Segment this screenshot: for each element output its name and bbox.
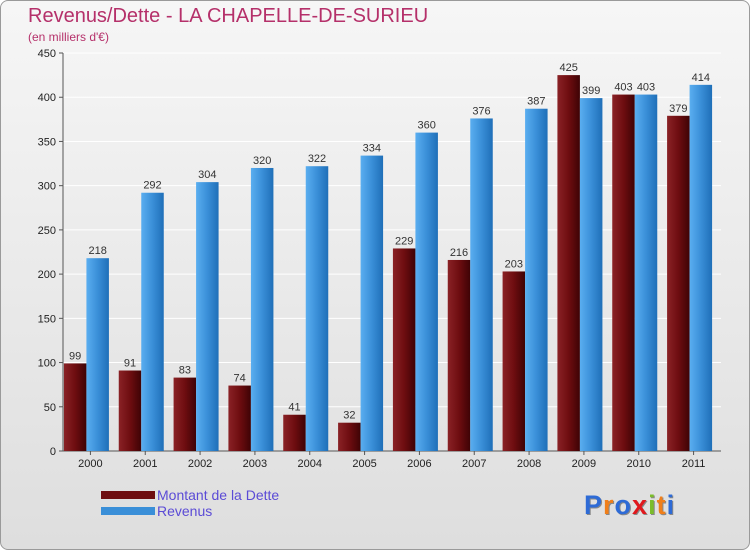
y-tick-label: 100 [38,358,56,370]
bar-revenus-2005 [360,155,384,451]
x-tick-label: 2005 [352,458,376,470]
y-tick-label: 0 [50,446,56,458]
chart-subtitle: (en milliers d'€) [28,30,109,44]
bar-dette-2008 [502,271,526,451]
x-tick-label: 2000 [78,458,102,470]
y-tick-label: 400 [38,92,56,104]
value-label-dette-2004: 41 [288,402,300,414]
value-label-dette-2000: 99 [69,350,81,362]
value-label-dette-2010: 403 [614,82,632,94]
bar-revenus-2002 [196,182,219,451]
y-tick-label: 150 [38,313,56,325]
value-labels: 99 218 91 292 83 304 74 320 41 322 32 334 229 360 216 3… [69,62,710,422]
grid-lines [63,52,721,452]
proxiti-logo: Proxiti [584,490,676,520]
value-label-revenus-2000: 218 [88,245,106,257]
x-tick-label: 2011 [682,458,706,470]
legend-item-revenus: Revenus [101,503,401,520]
bar-dette-2009 [557,75,580,451]
bar-revenus-2004 [305,166,329,451]
value-label-revenus-2002: 304 [198,169,216,181]
value-label-revenus-2003: 320 [253,155,271,167]
bar-revenus-2007 [470,118,493,452]
value-label-dette-2011: 379 [669,103,687,115]
value-label-dette-2006: 229 [395,235,413,247]
legend-swatch-revenus [101,507,155,515]
value-label-revenus-2007: 376 [472,105,490,117]
y-tick-label: 350 [38,136,56,148]
bar-revenus-2001 [141,192,164,451]
value-label-revenus-2009: 399 [582,85,600,97]
value-label-dette-2007: 216 [450,247,468,259]
y-tick-label: 200 [38,269,56,281]
bar-dette-2004 [283,414,306,451]
bar-dette-2002 [173,377,197,451]
legend-item-dette: Montant de la Dette [101,487,401,504]
bar-dette-2011 [667,115,690,451]
y-tick-label: 50 [44,402,56,414]
bar-revenus-2010 [634,94,658,452]
bar-dette-2000 [63,363,87,451]
legend-label-dette: Montant de la Dette [157,487,280,503]
value-label-revenus-2005: 334 [363,143,381,155]
value-label-revenus-2011: 414 [692,72,710,84]
chart-title: Revenus/Dette - LA CHAPELLE-DE-SURIEU [28,5,429,27]
value-label-dette-2003: 74 [234,373,246,385]
bar-revenus-2008 [525,108,548,451]
value-label-revenus-2008: 387 [527,96,545,108]
value-label-dette-2009: 425 [559,62,577,74]
y-tick-label: 450 [38,48,56,60]
bar-dette-2003 [228,385,251,451]
value-label-revenus-2004: 322 [308,153,326,165]
axes: 0 50 100 150 200 250 300 350 400 450 2000 2001 2002 2… [38,48,721,470]
x-tick-label: 2001 [133,458,157,470]
bar-revenus-2000 [86,258,109,451]
value-label-revenus-2006: 360 [417,120,435,132]
y-tick-label: 300 [38,181,56,193]
value-label-revenus-2010: 403 [637,82,655,94]
y-tick-label: 250 [38,225,56,237]
bar-dette-2007 [447,259,471,451]
bar-revenus-2006 [415,132,438,451]
legend-label-revenus: Revenus [157,503,213,519]
bar-revenus-2011 [689,84,713,451]
x-tick-label: 2009 [572,458,596,470]
x-tick-label: 2004 [298,458,322,470]
bar-revenus-2003 [250,167,274,451]
x-tick-label: 2008 [517,458,541,470]
bar-revenus-2009 [579,98,603,452]
bar-dette-2010 [612,94,635,452]
x-tick-label: 2010 [627,458,651,470]
legend-swatch-dette [101,491,155,499]
bar-dette-2001 [118,370,142,451]
x-tick-label: 2002 [188,458,212,470]
x-tick-label: 2003 [243,458,267,470]
bar-dette-2005 [338,422,361,451]
value-label-dette-2002: 83 [179,365,191,377]
bar-dette-2006 [392,248,416,451]
bars [63,75,713,452]
value-label-dette-2005: 32 [343,410,355,422]
value-label-dette-2008: 203 [505,258,523,270]
value-label-dette-2001: 91 [124,358,136,370]
value-label-revenus-2001: 292 [143,180,161,192]
x-tick-label: 2007 [462,458,486,470]
legend: Montant de la Dette Revenus [101,487,401,520]
x-tick-label: 2006 [407,458,431,470]
